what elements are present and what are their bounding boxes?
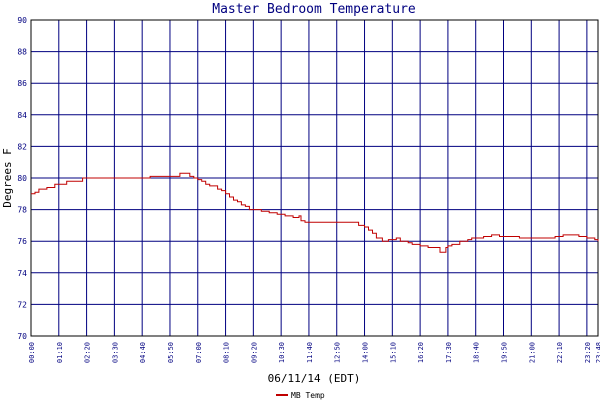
y-tick-label: 84 (17, 111, 27, 120)
x-tick-label: 00:00 (28, 342, 36, 363)
x-tick-label: 01:10 (56, 342, 64, 363)
x-axis: 00:00 01:10 02:20 03:30 04:40 05:50 07:00 08:10… (28, 342, 600, 363)
y-tick-label: 88 (17, 48, 27, 57)
x-tick-label: 18:40 (473, 342, 481, 363)
x-tick-label: 23:48 (595, 342, 600, 363)
x-tick-label: 23:20 (584, 342, 592, 363)
x-tick-label: 12:50 (334, 342, 342, 363)
x-tick-label: 09:20 (250, 342, 258, 363)
x-tick-label: 11:40 (306, 342, 314, 363)
x-tick-label: 14:00 (362, 342, 370, 363)
x-tick-label: 16:20 (417, 342, 425, 363)
legend: MB Temp (276, 391, 325, 400)
y-tick-label: 74 (17, 269, 27, 278)
y-tick-label: 80 (17, 174, 27, 183)
y-axis: 70 72 74 76 78 80 82 84 86 88 90 (17, 16, 27, 341)
chart-title: Master Bedroom Temperature (212, 2, 416, 17)
y-tick-label: 72 (17, 300, 27, 309)
x-tick-label: 07:00 (195, 342, 203, 363)
x-tick-label: 17:30 (445, 342, 453, 363)
x-tick-label: 08:10 (223, 342, 231, 363)
x-axis-label: 06/11/14 (EDT) (268, 372, 361, 385)
x-tick-label: 22:10 (556, 342, 564, 363)
series-layer (31, 172, 599, 253)
series-line-mb-temp (31, 172, 599, 253)
x-tick-label: 04:40 (139, 342, 147, 363)
legend-label: MB Temp (291, 391, 325, 400)
x-tick-label: 10:30 (278, 342, 286, 363)
y-axis-label: Degrees F (1, 148, 14, 208)
x-tick-label: 19:50 (501, 342, 509, 363)
y-tick-label: 82 (17, 142, 27, 151)
x-tick-label: 02:20 (84, 342, 92, 363)
x-tick-label: 05:50 (167, 342, 175, 363)
y-tick-label: 70 (17, 332, 27, 341)
y-tick-label: 86 (17, 79, 27, 88)
y-tick-label: 90 (17, 16, 27, 25)
x-tick-label: 21:00 (528, 342, 536, 363)
x-tick-label: 03:30 (111, 342, 119, 363)
x-tick-label: 15:10 (389, 342, 397, 363)
y-tick-label: 76 (17, 237, 27, 246)
plot-frame (30, 19, 599, 337)
y-tick-label: 78 (17, 206, 27, 215)
